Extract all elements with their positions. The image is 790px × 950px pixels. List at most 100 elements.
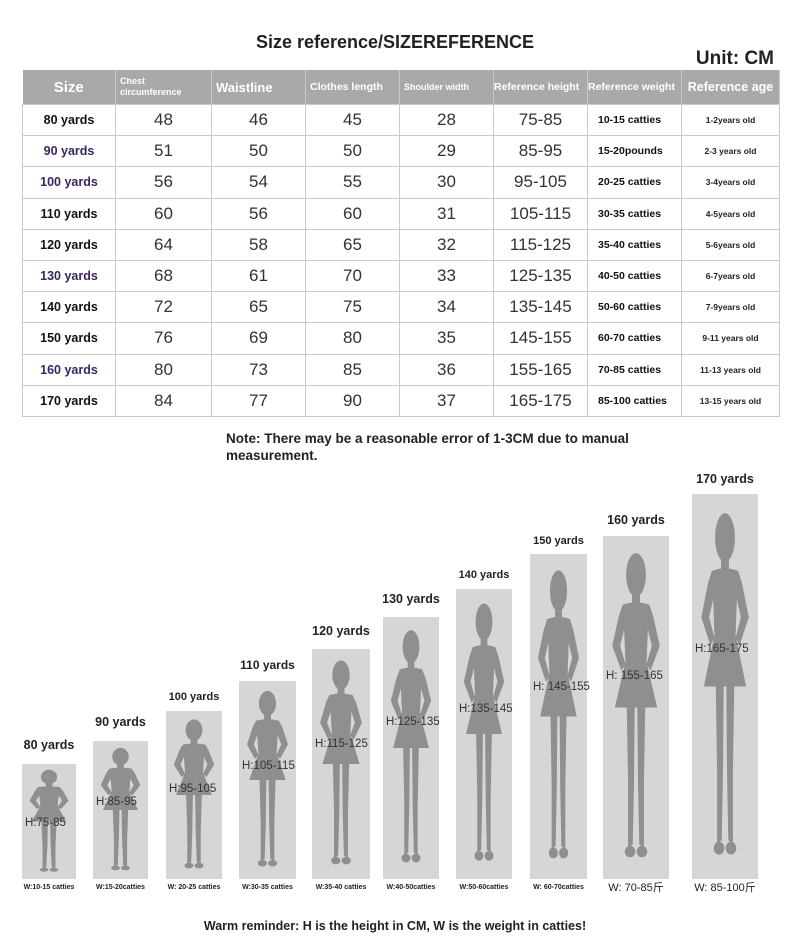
header-age: Reference age <box>681 70 780 105</box>
cell-length: 65 <box>305 228 400 261</box>
figure-weight: W:30-35 catties <box>242 884 293 891</box>
cell-chest: 60 <box>115 197 212 230</box>
cell-size: 160 yards <box>22 353 116 386</box>
figure-weight: W:35-40 catties <box>315 884 367 891</box>
header-chest: Chest circumference <box>115 70 212 105</box>
figure-height: H:95-105 <box>169 783 217 795</box>
cell-weight: 70-85 catties <box>587 353 682 386</box>
table-row: 130 yards 68 61 70 33 125-135 40-50 catt… <box>22 259 780 293</box>
cell-age: 3-4years old <box>681 166 780 199</box>
cell-height: 95-105 <box>493 166 588 199</box>
cell-shoulder: 37 <box>399 384 494 417</box>
cell-length: 55 <box>305 166 400 199</box>
size-table: Size Chest circumference Waistline Cloth… <box>22 70 780 417</box>
header-shoulder: Shoulder width <box>399 70 494 105</box>
child-silhouette-icon <box>612 553 660 858</box>
cell-waist: 69 <box>211 322 306 355</box>
header-size: Size <box>22 70 116 105</box>
figure-height: H:85-95 <box>96 796 137 808</box>
cell-size: 120 yards <box>22 228 116 261</box>
header-weight: Reference weight <box>587 70 682 105</box>
cell-age: 2-3 years old <box>681 135 780 168</box>
table-row: 140 yards 72 65 75 34 135-145 50-60 catt… <box>22 291 780 324</box>
cell-age: 6-7years old <box>681 259 780 293</box>
table-header-row: Size Chest circumference Waistline Cloth… <box>22 70 780 105</box>
cell-size: 90 yards <box>22 135 116 168</box>
cell-weight: 40-50 catties <box>587 259 682 293</box>
cell-shoulder: 36 <box>399 353 494 386</box>
cell-size: 130 yards <box>22 259 116 293</box>
figure-height: H:105-115 <box>242 760 295 772</box>
unit-label: Unit: CM <box>695 48 774 69</box>
cell-age: 11-13 years old <box>681 353 780 386</box>
figure-120: 120 yards H:115-125 W:35-40 catties <box>312 624 370 891</box>
figure-weight: W:10-15 catties <box>23 884 75 891</box>
cell-height: 105-115 <box>493 197 588 230</box>
figure-110: 110 yards H:105-115 W:30-35 catties <box>239 658 296 891</box>
figure-label: 160 yards <box>607 513 665 527</box>
figure-label: 170 yards <box>696 472 754 486</box>
child-silhouette-icon <box>390 630 432 863</box>
cell-weight: 35-40 catties <box>587 228 682 261</box>
figure-80: 80 yards H:75-85 W:10-15 catties <box>22 738 76 891</box>
cell-height: 145-155 <box>493 322 588 355</box>
cell-weight: 30-35 catties <box>587 197 682 230</box>
cell-age: 9-11 years old <box>681 322 780 355</box>
cell-size: 140 yards <box>22 291 116 324</box>
table-row: 120 yards 64 58 65 32 115-125 35-40 catt… <box>22 228 780 261</box>
cell-length: 60 <box>305 197 400 230</box>
cell-chest: 84 <box>115 384 212 417</box>
figure-170: 170 yards H:165-175 W: 85-100斤 <box>692 472 758 894</box>
cell-chest: 76 <box>115 322 212 355</box>
figure-height: H: 145-155 <box>533 681 590 693</box>
child-silhouette-icon <box>320 660 362 865</box>
cell-waist: 77 <box>211 384 306 417</box>
cell-height: 115-125 <box>493 228 588 261</box>
figure-height: H:165-175 <box>695 643 749 655</box>
table-row: 100 yards 56 54 55 30 95-105 20-25 catti… <box>22 166 780 199</box>
figure-weight: W: 70-85斤 <box>608 882 664 894</box>
figure-label: 100 yards <box>168 691 220 703</box>
cell-length: 70 <box>305 259 400 293</box>
child-silhouette-icon <box>463 603 505 861</box>
cell-waist: 58 <box>211 228 306 261</box>
figure-160: 160 yards H: 155-165 W: 70-85斤 <box>603 513 669 894</box>
cell-waist: 61 <box>211 259 306 293</box>
cell-shoulder: 35 <box>399 322 494 355</box>
cell-chest: 48 <box>115 103 212 137</box>
cell-age: 7-9years old <box>681 291 780 324</box>
cell-weight: 10-15 catties <box>587 103 682 137</box>
cell-chest: 68 <box>115 259 212 293</box>
figure-130: 130 yards H:125-135 W:40-50catties <box>382 592 440 891</box>
child-silhouette-icon <box>173 719 215 869</box>
figure-height: H:125-135 <box>386 716 440 728</box>
cell-weight: 60-70 catties <box>587 322 682 355</box>
cell-size: 170 yards <box>22 384 116 417</box>
figure-100: 100 yards H:95-105 W: 20-25 catties <box>166 691 222 891</box>
header-length: Clothes length <box>305 70 400 105</box>
cell-length: 50 <box>305 135 400 168</box>
cell-waist: 56 <box>211 197 306 230</box>
table-row: 160 yards 80 73 85 36 155-165 70-85 catt… <box>22 353 780 386</box>
cell-age: 13-15 years old <box>681 384 780 417</box>
cell-waist: 65 <box>211 291 306 324</box>
table-row: 150 yards 76 69 80 35 145-155 60-70 catt… <box>22 322 780 355</box>
cell-shoulder: 28 <box>399 103 494 137</box>
cell-height: 165-175 <box>493 384 588 417</box>
cell-height: 75-85 <box>493 103 588 137</box>
figure-label: 80 yards <box>23 738 75 752</box>
cell-length: 45 <box>305 103 400 137</box>
table-row: 110 yards 60 56 60 31 105-115 30-35 catt… <box>22 197 780 230</box>
cell-height: 155-165 <box>493 353 588 386</box>
figure-height: H:75-85 <box>25 817 66 829</box>
cell-size: 100 yards <box>22 166 116 199</box>
figure-weight: W: 20-25 catties <box>167 884 221 891</box>
cell-size: 80 yards <box>22 103 116 137</box>
child-silhouette-icon <box>701 513 749 855</box>
figure-label: 140 yards <box>458 569 510 581</box>
cell-chest: 80 <box>115 353 212 386</box>
cell-waist: 50 <box>211 135 306 168</box>
figure-height: H:115-125 <box>315 738 368 750</box>
cell-weight: 85-100 catties <box>587 384 682 417</box>
cell-height: 85-95 <box>493 135 588 168</box>
